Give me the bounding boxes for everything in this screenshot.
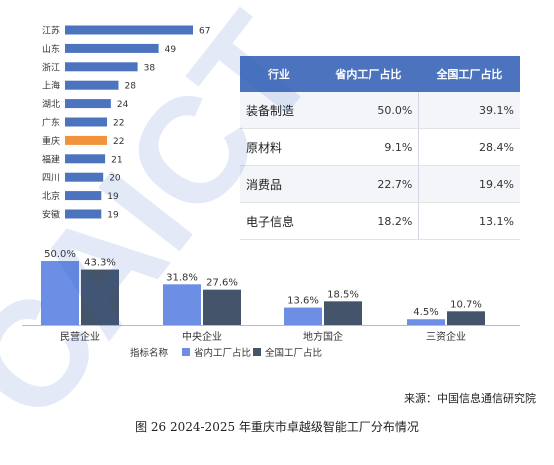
figure-caption: 图 26 2024-2025 年重庆市卓越级智能工厂分布情况 [135,420,419,434]
bar-value-label: 18.5% [327,289,359,300]
legend-label: 省内工厂占比 [194,347,251,359]
bar-value-label: 10.7% [450,299,482,310]
province-value-label: 20 [109,174,121,184]
province-value-label: 19 [107,192,119,202]
province-label: 安徽 [42,209,60,221]
province-label: 山东 [42,43,60,55]
chart-legend: 指标名称 省内工厂占比 全国工厂占比 [130,347,322,359]
table-cell-national: 28.4% [418,128,520,166]
bar-value-label: 27.6% [206,278,238,289]
province-bar [65,25,193,35]
bar-value-label: 31.8% [166,272,198,283]
table-header-national: 全国工厂占比 [418,56,520,92]
legend-swatch [182,348,190,356]
category-label: 三资企业 [426,330,466,343]
province-value-label: 38 [144,63,156,73]
table-cell-provincial: 18.2% [317,202,419,240]
province-label: 上海 [42,80,60,92]
table-cell-industry: 原材料 [240,128,318,166]
province-value-label: 28 [124,82,136,92]
national-share-bar [324,301,362,325]
table-cell-provincial: 9.1% [317,128,419,166]
table-cell-provincial: 22.7% [317,165,419,203]
province-value-label: 67 [199,27,210,37]
category-label: 地方国企 [303,330,343,343]
table-cell-provincial: 50.0% [317,92,419,129]
bar-value-label: 4.5% [413,307,438,318]
province-bar-chart: 江苏 67 山东 49 浙江 38 上海 28 湖北 24 广东 22 重庆 22 福建 21 四川 20 北京 19… [42,25,210,221]
bar-value-label: 13.6% [287,296,319,307]
province-value-label: 49 [165,45,177,55]
province-value-label: 24 [117,100,129,110]
province-label: 福建 [42,153,60,165]
province-value-label: 21 [111,155,122,165]
table-cell-industry: 消费品 [240,165,318,203]
province-label: 江苏 [42,25,60,37]
category-label: 中央企业 [182,330,222,343]
national-share-bar [203,289,241,325]
province-bar [65,80,119,90]
table-header-industry: 行业 [240,56,318,92]
table-cell-national: 19.4% [418,165,520,203]
province-value-label: 19 [107,211,119,221]
province-label: 浙江 [42,61,60,73]
national-share-bar [81,269,119,325]
provincial-share-bar [41,261,79,325]
province-bar [65,99,111,109]
province-bar [65,62,138,72]
province-bar [65,43,159,53]
province-bar [65,117,108,127]
province-bar [65,209,102,219]
category-label: 民营企业 [60,330,100,343]
industry-share-table: 行业 省内工厂占比 全国工厂占比 装备制造 50.0% 39.1% 原材料 9.… [240,56,520,240]
source-note: 来源：中国信息通信研究院 [404,392,536,405]
province-bar [65,135,108,145]
table-row: 电子信息 18.2% 13.1% [240,202,520,240]
table-cell-industry: 装备制造 [240,92,318,129]
province-bar [65,154,106,164]
table-header-row: 行业 省内工厂占比 全国工厂占比 [240,56,520,92]
province-bar [65,172,104,182]
table-row: 原材料 9.1% 28.4% [240,128,520,166]
province-label: 重庆 [42,135,60,147]
enterprise-type-bar-chart: 50.0% 43.3% 民营企业 31.8% 27.6% 中央企业 13.6% 18.5% 地方… [22,249,520,343]
province-value-label: 22 [113,137,124,147]
legend-swatch [253,348,261,356]
bar-value-label: 43.3% [84,258,116,269]
bar-value-label: 50.0% [44,249,76,260]
legend-title: 指标名称 [130,347,169,359]
provincial-share-bar [407,319,445,325]
provincial-share-bar [284,307,322,325]
table-header-provincial: 省内工厂占比 [317,56,419,92]
legend-label: 全国工厂占比 [265,347,322,359]
table-row: 消费品 22.7% 19.4% [240,165,520,203]
table-row: 装备制造 50.0% 39.1% [240,92,520,129]
table-cell-national: 39.1% [418,92,520,129]
province-bar [65,191,102,201]
table-cell-national: 13.1% [418,202,520,240]
province-label: 四川 [42,174,60,184]
provincial-share-bar [163,284,201,325]
province-value-label: 22 [113,119,124,129]
national-share-bar [447,311,485,325]
province-label: 湖北 [42,99,60,110]
table-cell-industry: 电子信息 [240,202,318,240]
province-label: 广东 [42,117,60,129]
province-label: 北京 [42,190,60,202]
